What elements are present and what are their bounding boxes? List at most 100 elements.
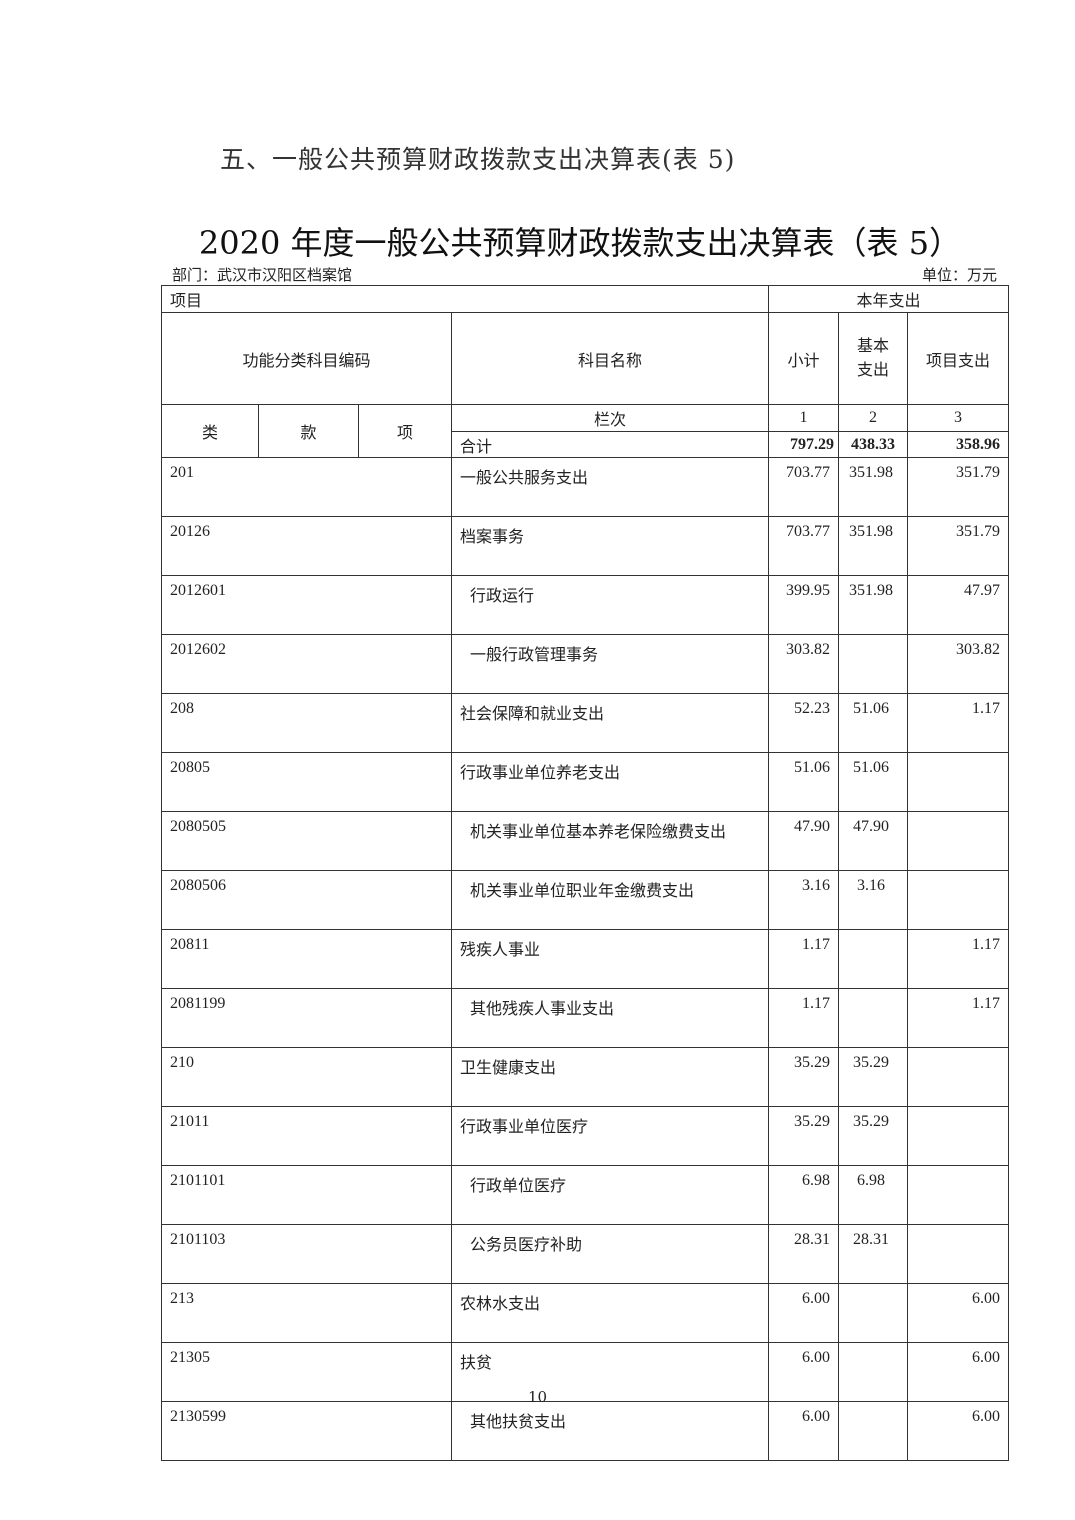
row-project: 351.79 bbox=[907, 516, 1010, 576]
row-project: 6.00 bbox=[907, 1401, 1010, 1461]
row-project: 351.79 bbox=[907, 457, 1010, 517]
row-basic: 35.29 bbox=[838, 1106, 909, 1166]
row-subtotal: 6.00 bbox=[768, 1283, 840, 1343]
row-basic: 51.06 bbox=[838, 693, 909, 753]
row-basic: 28.31 bbox=[838, 1224, 909, 1284]
row-name: 卫生健康支出 bbox=[450, 1047, 770, 1107]
row-basic bbox=[838, 1342, 909, 1402]
table-row: 208 社会保障和就业支出 52.23 51.06 1.17 bbox=[161, 693, 1010, 753]
header-item: 项目 bbox=[160, 285, 770, 313]
unit-label: 单位：万元 bbox=[921, 266, 997, 284]
row-subtotal: 1.17 bbox=[768, 988, 840, 1048]
row-subtotal: 47.90 bbox=[768, 811, 840, 871]
row-project: 6.00 bbox=[907, 1283, 1010, 1343]
table-row: 20126 档案事务 703.77 351.98 351.79 bbox=[161, 516, 1010, 576]
row-name: 机关事业单位职业年金缴费支出 bbox=[450, 870, 770, 930]
header-subtotal: 小计 bbox=[768, 312, 840, 405]
row-subtotal: 35.29 bbox=[768, 1047, 840, 1107]
row-basic: 6.98 bbox=[838, 1165, 909, 1225]
header-xiang: 项 bbox=[358, 404, 452, 458]
row-name: 行政事业单位养老支出 bbox=[450, 752, 770, 812]
page-number: 10 bbox=[527, 1388, 548, 1406]
row-name: 机关事业单位基本养老保险缴费支出 bbox=[450, 811, 770, 871]
table-row: 2130599 其他扶贫支出 6.00 6.00 bbox=[161, 1401, 1010, 1461]
row-code: 2080506 bbox=[161, 870, 452, 930]
row-project: 47.97 bbox=[907, 575, 1010, 635]
row-subtotal: 35.29 bbox=[768, 1106, 840, 1166]
row-code: 2101101 bbox=[161, 1165, 452, 1225]
row-subtotal: 28.31 bbox=[768, 1224, 840, 1284]
section-heading: 五、一般公共预算财政拨款支出决算表(表 5) bbox=[220, 145, 736, 174]
header-project: 项目支出 bbox=[907, 312, 1010, 405]
expenditure-table: 项目 本年支出 功能分类科目编码 科目名称 小计 基本 支出 项目支出 类 款 … bbox=[160, 285, 1010, 1461]
department-label: 部门：武汉市汉阳区档案馆 bbox=[172, 266, 353, 284]
table-row: 2080505 机关事业单位基本养老保险缴费支出 47.90 47.90 bbox=[161, 811, 1010, 871]
row-code: 21305 bbox=[161, 1342, 452, 1402]
row-name: 一般行政管理事务 bbox=[450, 634, 770, 694]
row-name: 档案事务 bbox=[450, 516, 770, 576]
row-code: 210 bbox=[161, 1047, 452, 1107]
row-code: 2081199 bbox=[161, 988, 452, 1048]
row-name: 行政运行 bbox=[450, 575, 770, 635]
row-project bbox=[907, 1224, 1010, 1284]
row-code: 201 bbox=[161, 457, 452, 517]
header-basic: 基本 支出 bbox=[838, 312, 909, 405]
table-row: 213 农林水支出 6.00 6.00 bbox=[161, 1283, 1010, 1343]
row-basic: 351.98 bbox=[838, 457, 909, 517]
row-name: 公务员医疗补助 bbox=[450, 1224, 770, 1284]
row-subtotal: 6.98 bbox=[768, 1165, 840, 1225]
row-project: 303.82 bbox=[907, 634, 1010, 694]
header-kuan: 款 bbox=[258, 404, 359, 458]
header-current-year: 本年支出 bbox=[768, 285, 1010, 313]
row-project bbox=[907, 811, 1010, 871]
row-code: 208 bbox=[161, 693, 452, 753]
row-project: 1.17 bbox=[907, 988, 1010, 1048]
row-project bbox=[907, 870, 1010, 930]
row-subtotal: 303.82 bbox=[768, 634, 840, 694]
row-subtotal: 703.77 bbox=[768, 516, 840, 576]
table-row: 2101103 公务员医疗补助 28.31 28.31 bbox=[161, 1224, 1010, 1284]
row-name: 行政单位医疗 bbox=[450, 1165, 770, 1225]
table-row: 2012601 行政运行 399.95 351.98 47.97 bbox=[161, 575, 1010, 635]
table-row: 21305 扶贫 6.00 6.00 bbox=[161, 1342, 1010, 1402]
row-project bbox=[907, 1165, 1010, 1225]
row-code: 2130599 bbox=[161, 1401, 452, 1461]
row-name: 其他扶贫支出 bbox=[450, 1401, 770, 1461]
row-subtotal: 52.23 bbox=[768, 693, 840, 753]
row-subtotal: 3.16 bbox=[768, 870, 840, 930]
row-subtotal: 399.95 bbox=[768, 575, 840, 635]
row-basic: 47.90 bbox=[838, 811, 909, 871]
row-subtotal: 6.00 bbox=[768, 1401, 840, 1461]
row-basic bbox=[838, 1401, 909, 1461]
table-row: 2080506 机关事业单位职业年金缴费支出 3.16 3.16 bbox=[161, 870, 1010, 930]
row-name: 社会保障和就业支出 bbox=[450, 693, 770, 753]
row-project: 1.17 bbox=[907, 693, 1010, 753]
row-project: 1.17 bbox=[907, 929, 1010, 989]
row-name: 残疾人事业 bbox=[450, 929, 770, 989]
row-basic: 51.06 bbox=[838, 752, 909, 812]
table-row: 2101101 行政单位医疗 6.98 6.98 bbox=[161, 1165, 1010, 1225]
total-project: 358.96 bbox=[907, 431, 1010, 458]
header-name: 科目名称 bbox=[450, 312, 770, 405]
table-row: 2012602 一般行政管理事务 303.82 303.82 bbox=[161, 634, 1010, 694]
row-project bbox=[907, 1047, 1010, 1107]
total-basic: 438.33 bbox=[838, 431, 909, 458]
total-label: 合计 bbox=[450, 431, 770, 458]
table-title: 2020 年度一般公共预算财政拨款支出决算表（表 5） bbox=[198, 224, 962, 262]
row-name: 扶贫 bbox=[450, 1342, 770, 1402]
table-row: 21011 行政事业单位医疗 35.29 35.29 bbox=[161, 1106, 1010, 1166]
row-project bbox=[907, 752, 1010, 812]
row-code: 20811 bbox=[161, 929, 452, 989]
header-column-order: 栏次 bbox=[450, 404, 770, 432]
row-basic: 351.98 bbox=[838, 575, 909, 635]
row-code: 20126 bbox=[161, 516, 452, 576]
row-name: 农林水支出 bbox=[450, 1283, 770, 1343]
row-basic: 3.16 bbox=[838, 870, 909, 930]
header-col2: 2 bbox=[838, 404, 909, 432]
row-code: 2012601 bbox=[161, 575, 452, 635]
row-subtotal: 703.77 bbox=[768, 457, 840, 517]
row-code: 2012602 bbox=[161, 634, 452, 694]
table-row: 201 一般公共服务支出 703.77 351.98 351.79 bbox=[161, 457, 1010, 517]
row-subtotal: 1.17 bbox=[768, 929, 840, 989]
row-code: 20805 bbox=[161, 752, 452, 812]
